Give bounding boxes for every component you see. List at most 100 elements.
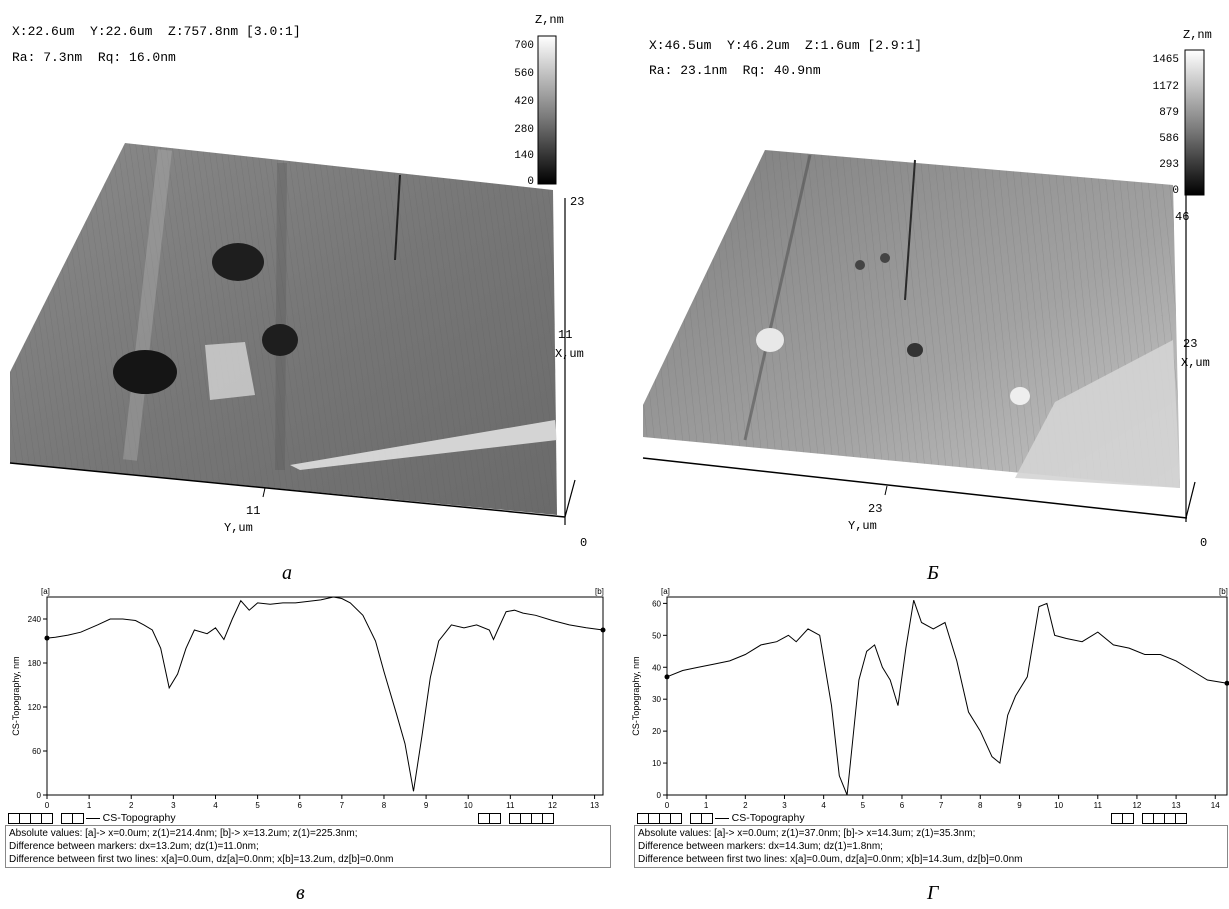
next-page-button[interactable] (670, 812, 682, 824)
x-tick-label: 12 (548, 801, 557, 810)
y-tick-label: 20 (652, 727, 661, 736)
marker-difference: Difference between markers: dx=14.3um; d… (638, 841, 883, 852)
zoom-button[interactable] (1122, 812, 1134, 824)
x-tick-label: 6 (900, 801, 905, 810)
marker-info: Absolute values: [a]-> x=0.0um; z(1)=37.… (634, 825, 1228, 868)
x-tick-label: 5 (861, 801, 866, 810)
x-tick-label: 10 (1054, 801, 1063, 810)
x-tick-label: 8 (978, 801, 983, 810)
x-tick-label: 8 (382, 801, 387, 810)
scan-size-header: X:46.5um Y:46.2um Z:1.6um [2.9:1] (649, 38, 923, 53)
z-origin: 0 (580, 536, 588, 550)
x-tick-label: 0 (45, 801, 50, 810)
marker-b-label: [b] (595, 587, 604, 596)
marker-a-point[interactable] (664, 674, 670, 680)
colorbar (1184, 49, 1205, 196)
caption-g: Г (927, 882, 939, 904)
pit (113, 350, 177, 394)
surface-panel-a: X:22.6um Y:22.6um Z:757.8nm [3.0:1] Ra: … (0, 0, 615, 590)
colorbar-tick: 0 (1172, 185, 1179, 197)
y-tick-label: 0 (37, 791, 42, 800)
caption-a: а (282, 562, 292, 584)
scan-size-header: X:22.6um Y:22.6um Z:757.8nm [3.0:1] (12, 24, 301, 39)
profile-nav (1111, 812, 1187, 824)
marker-a-label: [a] (41, 587, 50, 596)
y-axis-label: Y,um (224, 521, 253, 535)
y-axis-label: Y,um (848, 519, 877, 533)
colorbar-tick: 1465 (1152, 54, 1179, 66)
x-tick-label: 10 (464, 801, 473, 810)
y-tick-label: 240 (28, 615, 42, 624)
caption-b: Б (927, 562, 939, 584)
x-tick-label: 2 (129, 801, 134, 810)
profile-panel-g: 0 10 20 30 40 50 60 0 1 2 3 4 5 6 7 8 9 10 11 12 13 14 CS-Topo… (615, 582, 1229, 909)
plot-frame (46, 596, 604, 796)
x-axis-tick: 23 (570, 195, 585, 209)
x-tick-label: 3 (171, 801, 176, 810)
colorbar-tick: 586 (1159, 133, 1179, 145)
absolute-values: Absolute values: [a]-> x=0.0um; z(1)=214… (9, 828, 358, 839)
surface-render-b (642, 49, 1205, 522)
x-axis-tick: 46 (1175, 210, 1190, 224)
profile-nav (478, 812, 554, 824)
roughness-header: Ra: 23.1nm Rq: 40.9nm (649, 63, 821, 78)
profile-toolbar: CS-Topography (8, 812, 176, 824)
pit (262, 324, 298, 356)
line-difference: Difference between first two lines: x[a]… (638, 854, 1023, 865)
z-origin: 0 (1200, 536, 1208, 550)
colorbar-tick: 560 (514, 68, 534, 80)
particle (1010, 387, 1030, 405)
plot-frame (666, 596, 1228, 796)
scroll-right-button[interactable] (541, 812, 554, 824)
marker-a-point[interactable] (44, 635, 50, 641)
y-tick-label: 60 (652, 599, 661, 608)
surface-fold (1015, 340, 1180, 488)
x-axis-label: X,um (1181, 356, 1210, 370)
x-tick-label: 2 (743, 801, 748, 810)
colorbar (537, 35, 557, 185)
y-axis-label: CS-Topography, nm (631, 656, 641, 735)
x-tick-label: 0 (665, 801, 670, 810)
colorbar-tick: 140 (514, 150, 534, 162)
marker-b-point[interactable] (1224, 680, 1229, 686)
roughness-header: Ra: 7.3nm Rq: 16.0nm (12, 50, 176, 65)
x-tick-label: 5 (255, 801, 260, 810)
x-tick-label: 1 (704, 801, 709, 810)
x-tick-label: 12 (1132, 801, 1141, 810)
surface-render-a (9, 35, 576, 525)
y-tick-label: 180 (28, 659, 42, 668)
profile-line (46, 596, 604, 792)
layer-toggle-button[interactable] (71, 812, 84, 824)
zoom-button[interactable] (489, 812, 501, 824)
layer-label: CS-Topography (731, 812, 805, 824)
colorbar-tick: 293 (1159, 159, 1179, 171)
x-tick-label: 13 (590, 801, 599, 810)
x-tick-label: 11 (506, 801, 515, 810)
x-tick-label: 9 (424, 801, 429, 810)
marker-b-point[interactable] (600, 627, 606, 633)
x-tick-label: 4 (213, 801, 218, 810)
x-tick-label: 11 (1094, 801, 1103, 810)
x-tick-label: 3 (782, 801, 787, 810)
x-axis-tick: 23 (1183, 337, 1198, 351)
colorbar-tick: 0 (527, 176, 534, 188)
surface-fold (290, 420, 557, 470)
layer-label: CS-Topography (102, 812, 176, 824)
layer-toggle-button[interactable] (700, 812, 713, 824)
colorbar-label: Z,nm (535, 13, 564, 27)
x-axis-tick: 11 (558, 328, 573, 342)
marker-difference: Difference between markers: dx=13.2um; d… (9, 841, 259, 852)
caption-v: в (296, 882, 305, 904)
scroll-right-button[interactable] (1174, 812, 1187, 824)
colorbar-tick: 280 (514, 124, 534, 136)
x-tick-label: 14 (1211, 801, 1220, 810)
absolute-values: Absolute values: [a]-> x=0.0um; z(1)=37.… (638, 828, 976, 839)
y-tick-label: 50 (652, 631, 661, 640)
profile-toolbar: CS-Topography (637, 812, 805, 824)
x-tick-label: 1 (87, 801, 92, 810)
x-tick-label: 9 (1017, 801, 1022, 810)
colorbar-tick: 700 (514, 40, 534, 52)
next-page-button[interactable] (41, 812, 53, 824)
